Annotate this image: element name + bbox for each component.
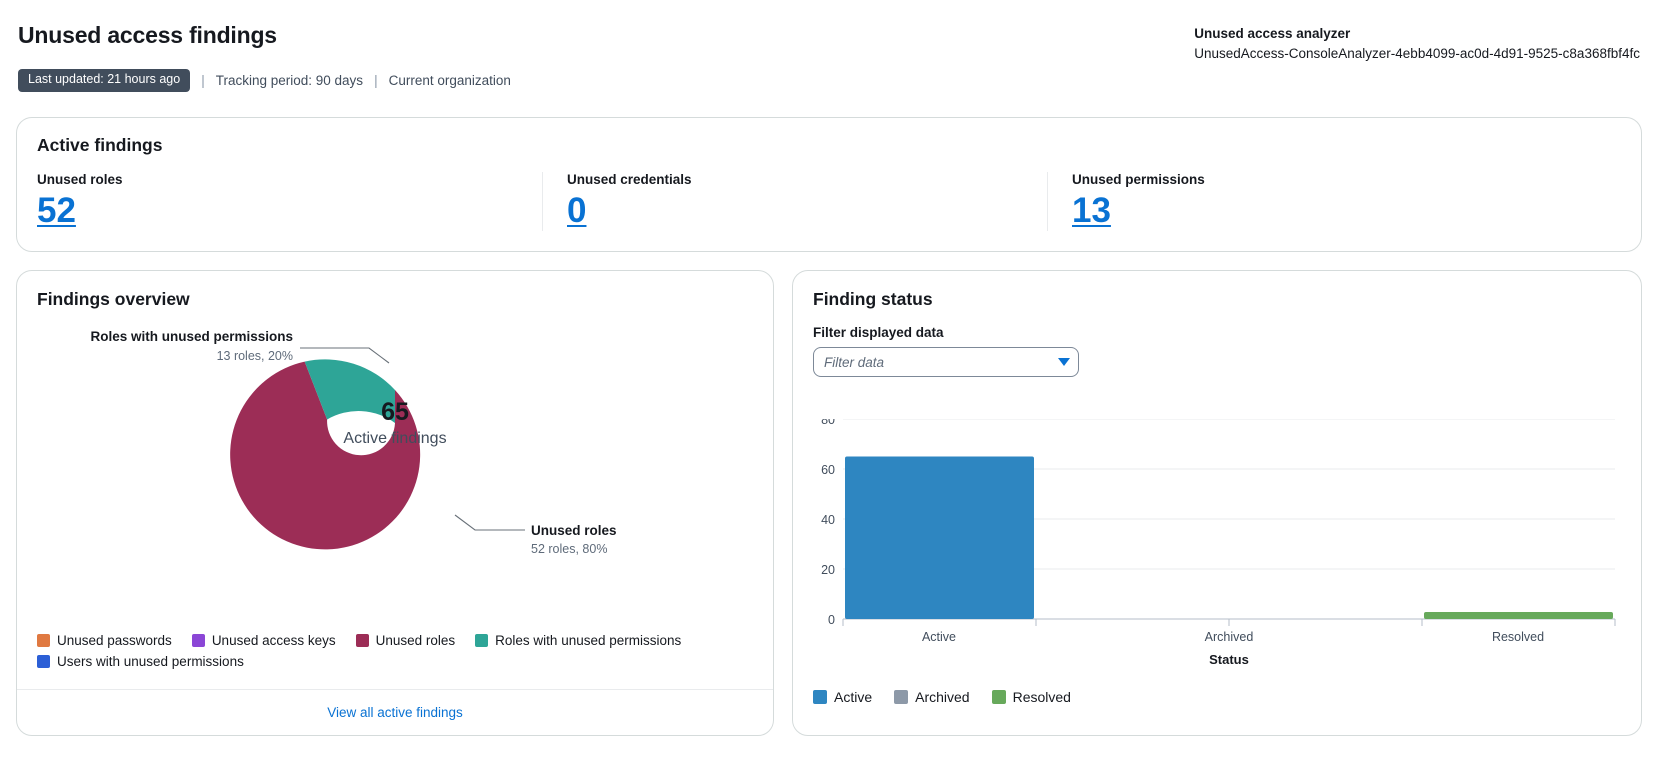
- page-title: Unused access findings: [18, 22, 277, 48]
- legend-swatch-icon: [355, 634, 369, 647]
- legend-item-unused-passwords[interactable]: Unused passwords: [37, 633, 172, 648]
- legend-item-unused-access-keys[interactable]: Unused access keys: [191, 633, 336, 648]
- x-category-label-archived: Archived: [1205, 630, 1254, 644]
- donut-chart: 65 Active findings Roles with unused per…: [17, 315, 773, 784]
- finding-status-title: Finding status: [813, 289, 933, 309]
- metric-unused-roles: Unused roles 52: [37, 172, 542, 231]
- analyzer-info: Unused access analyzer UnusedAccess-Cons…: [1194, 26, 1640, 61]
- legend-swatch-icon: [37, 634, 50, 647]
- x-category-label-active: Active: [922, 630, 956, 644]
- legend-label: Unused passwords: [57, 633, 172, 648]
- finding-status-bar-chart: 80 60 40 20 0 Active Archived Resolved: [805, 413, 1631, 671]
- legend-item-unused-roles[interactable]: Unused roles: [355, 633, 456, 648]
- donut-chart-svg: 65 Active findings Roles with unused per…: [90, 329, 617, 556]
- analyzer-name: UnusedAccess-ConsoleAnalyzer-4ebb4099-ac…: [1194, 46, 1640, 61]
- y-tick-label: 0: [828, 613, 835, 627]
- chevron-down-icon: [1058, 358, 1070, 366]
- active-findings-metrics: Unused roles 52 Unused credentials 0 Unu…: [37, 172, 1621, 232]
- legend-item-roles-with-unused-permissions[interactable]: Roles with unused permissions: [475, 633, 681, 648]
- findings-overview-footer: View all active findings: [17, 689, 773, 735]
- legend-swatch-icon: [475, 634, 489, 647]
- tracking-period-text: Tracking period: 90 days: [215, 72, 364, 88]
- legend-swatch-icon: [37, 655, 50, 668]
- finding-status-legend: Active Archived Resolved: [813, 689, 1071, 705]
- view-all-active-findings-link[interactable]: View all active findings: [327, 705, 463, 720]
- meta-separator-2: |: [374, 72, 378, 88]
- legend-swatch-icon: [813, 690, 827, 704]
- legend-item-active[interactable]: Active: [813, 689, 872, 705]
- callout-leader-line-bottom: [454, 514, 525, 531]
- x-category-label-resolved: Resolved: [1492, 630, 1544, 644]
- metric-label: Unused credentials: [567, 172, 692, 187]
- metric-value-link[interactable]: 13: [1072, 191, 1111, 230]
- bar-resolved[interactable]: [1424, 612, 1613, 619]
- legend-label: Active: [834, 689, 873, 705]
- callout-detail-top: 13 roles, 20%: [217, 349, 293, 363]
- findings-overview-title: Findings overview: [37, 289, 190, 309]
- metric-value-link[interactable]: 0: [567, 191, 587, 230]
- bar-chart-svg: 80 60 40 20 0 Active Archived Resolved: [821, 413, 1616, 667]
- active-findings-title: Active findings: [37, 135, 163, 155]
- legend-item-archived[interactable]: Archived: [894, 689, 970, 705]
- page-meta-row: Last updated: 21 hours ago | Tracking pe…: [18, 69, 511, 92]
- donut-center-value: 65: [381, 398, 409, 426]
- y-tick-label: 60: [821, 463, 835, 477]
- finding-status-card: Finding status Filter displayed data Fil…: [792, 270, 1642, 736]
- findings-overview-legend: Unused passwords Unused access keys Unus…: [37, 633, 757, 669]
- last-updated-badge: Last updated: 21 hours ago: [18, 69, 191, 92]
- y-tick-label: 40: [821, 513, 835, 527]
- callout-detail-bottom: 52 roles, 80%: [531, 542, 607, 556]
- y-tick-label: 20: [821, 563, 835, 577]
- callout-title-bottom: Unused roles: [531, 523, 617, 538]
- legend-label: Unused roles: [375, 633, 456, 648]
- metric-value-link[interactable]: 52: [37, 191, 76, 230]
- legend-label: Unused access keys: [211, 633, 336, 648]
- donut-slice-roles-unused-permissions[interactable]: [304, 359, 395, 423]
- legend-item-users-with-unused-permissions[interactable]: Users with unused permissions: [37, 654, 244, 669]
- callout-title-top: Roles with unused permissions: [90, 329, 293, 344]
- legend-swatch-icon: [894, 690, 909, 704]
- metric-label: Unused roles: [37, 172, 123, 187]
- donut-slice-unused-roles[interactable]: [230, 361, 421, 550]
- legend-item-resolved[interactable]: Resolved: [991, 689, 1071, 705]
- active-findings-card: Active findings Unused roles 52 Unused c…: [16, 117, 1642, 252]
- legend-swatch-icon: [991, 690, 1006, 704]
- filter-data-placeholder: Filter data: [824, 354, 885, 370]
- metric-unused-permissions: Unused permissions 13: [1047, 172, 1607, 232]
- meta-separator-1: |: [201, 72, 205, 88]
- metric-unused-credentials: Unused credentials 0: [542, 172, 1047, 232]
- legend-swatch-icon: [191, 634, 205, 647]
- findings-overview-card: Findings overview 65 Active findings Rol…: [16, 270, 774, 736]
- y-tick-label: 80: [821, 419, 835, 427]
- filter-displayed-data-label: Filter displayed data: [813, 325, 944, 340]
- metric-label: Unused permissions: [1072, 172, 1205, 187]
- legend-label: Users with unused permissions: [57, 654, 244, 669]
- bar-active[interactable]: [845, 456, 1034, 620]
- legend-label: Roles with unused permissions: [495, 633, 682, 648]
- filter-data-select[interactable]: Filter data: [813, 347, 1079, 377]
- scope-text: Current organization: [388, 72, 511, 88]
- donut-center-label: Active findings: [343, 430, 446, 447]
- legend-label: Resolved: [1012, 689, 1071, 705]
- x-axis-title: Status: [1209, 652, 1249, 667]
- callout-leader-line-top: [300, 347, 390, 364]
- analyzer-label: Unused access analyzer: [1194, 26, 1351, 41]
- page-header: Unused access findings Last updated: 21 …: [18, 22, 511, 92]
- legend-label: Archived: [915, 689, 970, 705]
